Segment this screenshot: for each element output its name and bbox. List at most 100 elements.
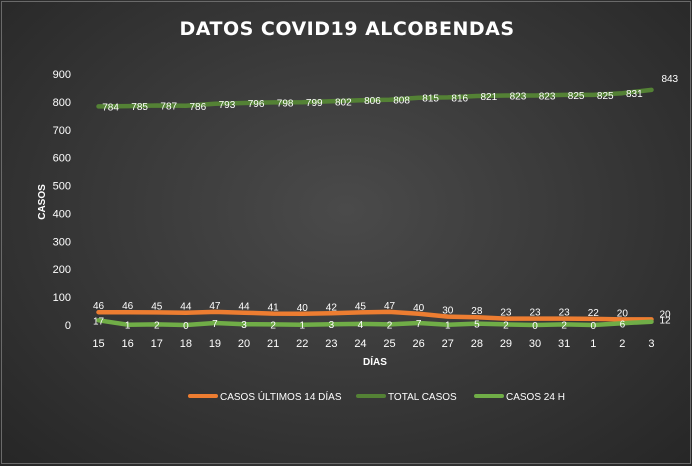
x-tick-label: 26 [413, 338, 425, 350]
x-axis: 15 16 17 18 19 20 21 22 23 24 25 26 27 28 29 30 31 1 2 3 [92, 338, 654, 350]
data-label: 796 [248, 99, 265, 110]
x-tick-label: 24 [354, 338, 366, 350]
data-label: 41 [268, 303, 280, 314]
series-line [96, 318, 654, 328]
chart-title: DATOS COVID19 ALCOBENDAS [179, 18, 514, 40]
x-tick-label: 18 [180, 338, 192, 350]
series-line [96, 87, 654, 109]
data-label: 12 [659, 316, 671, 327]
data-label: 23 [559, 308, 571, 319]
x-tick-label: 28 [471, 338, 483, 350]
x-tick-label: 29 [500, 338, 512, 350]
data-label: 6 [620, 319, 626, 330]
data-label: 23 [500, 308, 512, 319]
y-axis-title: CASOS [37, 184, 48, 220]
data-label: 22 [588, 308, 600, 319]
data-label: 46 [122, 301, 134, 312]
data-label: 821 [481, 92, 498, 103]
data-label: 823 [539, 91, 556, 102]
data-label: 17 [93, 316, 105, 327]
data-label: 816 [451, 93, 468, 104]
x-tick-label: 3 [648, 338, 654, 350]
data-label: 831 [626, 89, 643, 100]
data-label: 0 [590, 321, 596, 332]
x-tick-label: 30 [529, 338, 541, 350]
x-tick-label: 2 [619, 338, 625, 350]
data-label: 798 [277, 98, 294, 109]
data-label: 40 [297, 303, 309, 314]
series-line [96, 309, 654, 322]
y-tick-label: 200 [53, 264, 71, 276]
data-label: 1 [299, 321, 305, 332]
x-tick-label: 25 [383, 338, 395, 350]
x-tick-label: 15 [92, 338, 104, 350]
x-tick-label: 17 [151, 338, 163, 350]
x-tick-label: 19 [209, 338, 221, 350]
legend: CASOS ÚLTIMOS 14 DÍAS TOTAL CASOS CASOS 24… [188, 390, 565, 403]
y-tick-label: 500 [53, 181, 71, 193]
data-label: 3 [329, 320, 335, 331]
y-tick-label: 100 [53, 292, 71, 304]
y-tick-label: 300 [53, 236, 71, 248]
data-label: 44 [238, 302, 250, 313]
data-label: 785 [131, 102, 148, 113]
data-label: 808 [393, 96, 410, 107]
data-label: 46 [93, 301, 105, 312]
data-label: 2 [154, 320, 160, 331]
legend-label: TOTAL CASOS [388, 392, 457, 403]
y-tick-label: 0 [65, 320, 71, 332]
y-axis: 0 100 200 300 400 500 600 700 800 900 [53, 69, 71, 332]
data-label: 30 [442, 306, 454, 317]
data-label: 802 [335, 97, 352, 108]
data-label: 823 [510, 91, 527, 102]
y-tick-label: 600 [53, 153, 71, 165]
x-tick-label: 16 [122, 338, 134, 350]
data-label: 2 [387, 320, 393, 331]
data-label: 20 [659, 309, 671, 320]
data-label: 784 [102, 102, 119, 113]
data-label: 47 [384, 301, 396, 312]
data-label: 4 [358, 320, 364, 331]
data-label: 825 [597, 91, 614, 102]
x-tick-label: 20 [238, 338, 250, 350]
data-label: 47 [209, 301, 221, 312]
data-label: 786 [190, 102, 207, 113]
x-tick-label: 22 [296, 338, 308, 350]
data-label: 7 [212, 319, 218, 330]
y-tick-label: 900 [53, 69, 71, 81]
data-label: 806 [364, 96, 381, 107]
data-label: 799 [306, 98, 323, 109]
data-label: 20 [617, 308, 629, 319]
data-label: 45 [355, 301, 367, 312]
plot-area: 46 46 45 44 47 44 41 40 42 45 47 40 30 28 23 23 23 22 20 20… [93, 74, 679, 332]
data-label: 843 [661, 74, 678, 85]
data-label: 45 [151, 301, 163, 312]
y-tick-label: 700 [53, 125, 71, 137]
data-label: 42 [326, 302, 338, 313]
y-tick-label: 400 [53, 208, 71, 220]
data-label: 0 [183, 321, 189, 332]
data-label: 28 [471, 306, 483, 317]
data-label: 2 [503, 320, 509, 331]
data-label: 40 [413, 303, 425, 314]
data-label: 787 [160, 102, 177, 113]
data-label: 825 [568, 91, 585, 102]
data-label: 5 [474, 320, 480, 331]
y-tick-label: 800 [53, 97, 71, 109]
data-label: 2 [561, 320, 567, 331]
x-tick-label: 1 [590, 338, 596, 350]
x-tick-label: 21 [267, 338, 279, 350]
x-tick-label: 31 [558, 338, 570, 350]
data-label: 815 [422, 94, 439, 105]
data-label: 2 [270, 320, 276, 331]
data-label: 0 [532, 321, 538, 332]
legend-label: CASOS 24 H [506, 392, 565, 403]
data-label: 23 [529, 308, 541, 319]
data-label: 1 [445, 321, 451, 332]
data-label: 7 [416, 319, 422, 330]
legend-label: CASOS ÚLTIMOS 14 DÍAS [220, 390, 342, 403]
data-label: 1 [125, 321, 131, 332]
data-label: 44 [180, 302, 192, 313]
